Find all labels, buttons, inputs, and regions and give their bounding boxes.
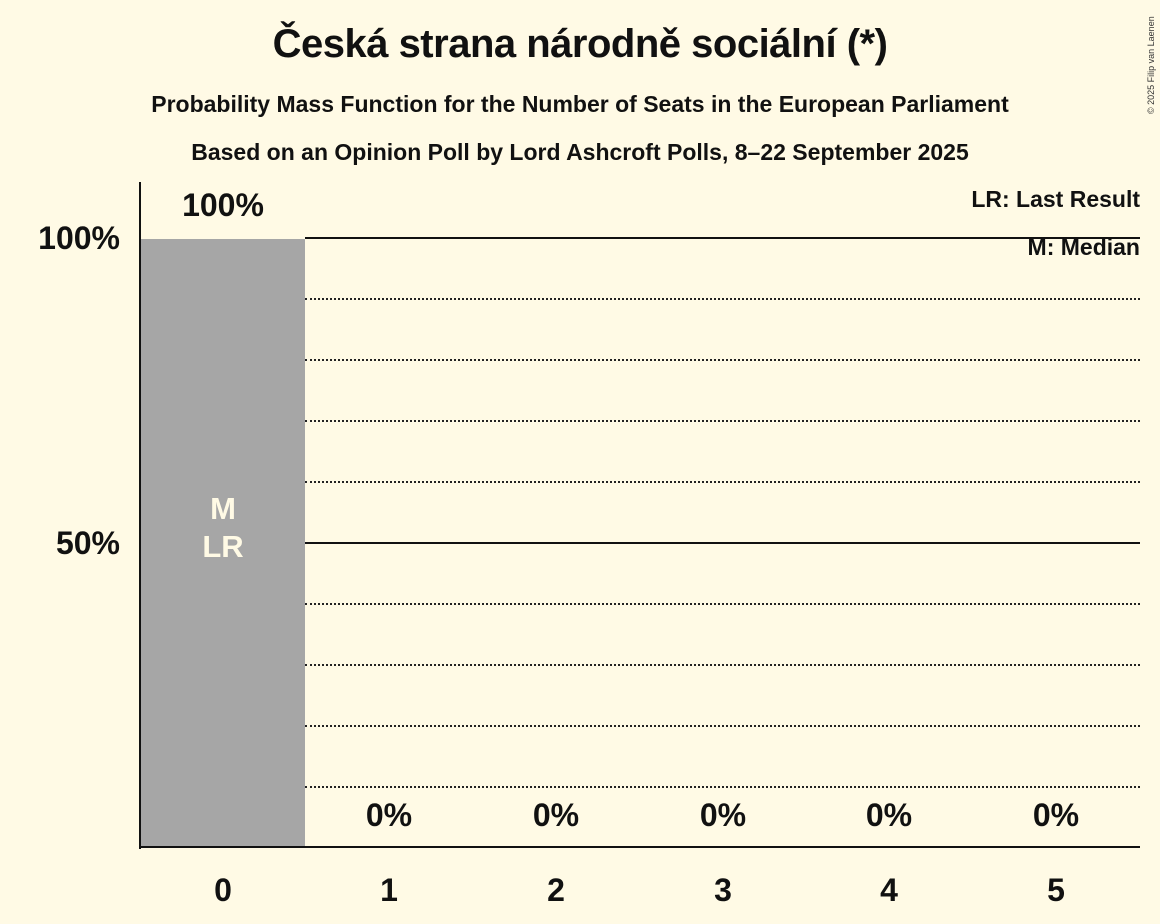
legend-last-result: LR: Last Result (971, 186, 1140, 212)
y-axis-line (139, 182, 141, 849)
x-axis-line (139, 846, 1140, 848)
x-tick-5: 5 (1047, 872, 1065, 908)
gridline-70 (305, 420, 1140, 422)
chart-subtitle: Probability Mass Function for the Number… (151, 91, 1009, 117)
gridline-10 (305, 786, 1140, 788)
gridline-50 (305, 542, 1140, 544)
y-tick-100: 100% (38, 220, 120, 256)
copyright-notice: © 2025 Filip van Laenen (1146, 16, 1156, 114)
last-result-marker: LR (202, 529, 244, 564)
gridline-60 (305, 481, 1140, 483)
x-tick-2: 2 (547, 872, 565, 908)
x-tick-3: 3 (714, 872, 732, 908)
bar-2-value-label: 0% (532, 797, 580, 833)
gridline-40 (305, 603, 1140, 605)
bar-0-seats (141, 239, 305, 847)
chart-title: Česká strana národně sociální (*) (272, 22, 888, 66)
bar-5-value-label: 0% (1032, 797, 1080, 833)
bar-3-value-label: 0% (699, 797, 747, 833)
bar-1-value-label: 0% (365, 797, 413, 833)
gridline-30 (305, 664, 1140, 666)
bar-4-value-label: 0% (865, 797, 913, 833)
y-tick-50: 50% (55, 525, 120, 561)
median-marker: M (210, 491, 236, 526)
gridline-20 (305, 725, 1140, 727)
chart-source: Based on an Opinion Poll by Lord Ashcrof… (191, 139, 969, 165)
gridline-80 (305, 359, 1140, 361)
x-tick-1: 1 (380, 872, 398, 908)
gridline-90 (305, 298, 1140, 300)
x-tick-0: 0 (214, 872, 232, 908)
x-tick-4: 4 (880, 872, 898, 908)
bar-0-value-label: 100% (182, 187, 264, 223)
gridline-100 (305, 237, 1140, 239)
